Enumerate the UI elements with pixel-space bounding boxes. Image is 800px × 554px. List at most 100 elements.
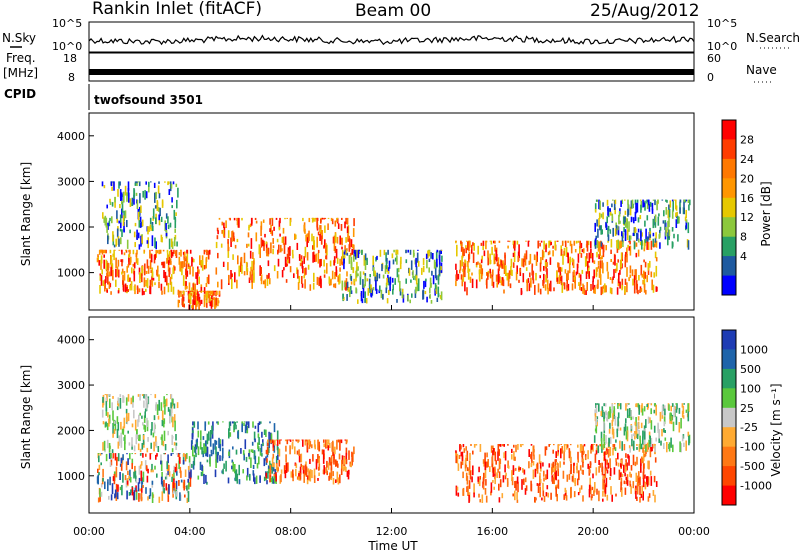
range-cell — [462, 444, 465, 448]
range-cell — [479, 271, 481, 282]
range-cell — [574, 249, 577, 253]
range-cell — [666, 442, 668, 453]
range-cell — [337, 223, 340, 229]
range-cell — [186, 270, 189, 277]
freq-left-label-bottom: [MHz] — [3, 66, 38, 80]
range-cell — [610, 249, 612, 254]
xtick-label: 04:00 — [174, 525, 206, 538]
range-cell — [106, 225, 108, 233]
range-cell — [504, 451, 507, 461]
range-cell — [122, 284, 125, 292]
range-cell — [465, 454, 468, 458]
range-cell — [564, 487, 567, 493]
range-cell — [352, 452, 354, 463]
range-cell — [119, 463, 122, 467]
range-cell — [589, 461, 592, 469]
range-cell — [98, 472, 100, 476]
range-cell — [556, 277, 559, 282]
range-cell — [178, 290, 180, 296]
range-cell — [594, 238, 597, 246]
range-cell — [341, 280, 344, 291]
range-cell — [225, 460, 227, 472]
colorbar-segment — [722, 178, 736, 199]
velocity-heatmap — [96, 394, 691, 503]
range-cell — [284, 236, 287, 245]
colorbar-segment — [722, 217, 736, 238]
range-cell — [127, 412, 130, 422]
range-cell — [434, 288, 436, 296]
range-cell — [251, 441, 254, 446]
range-cell — [643, 202, 645, 207]
range-cell — [640, 463, 642, 473]
range-cell — [490, 445, 493, 453]
range-cell — [100, 259, 102, 270]
range-cell — [108, 495, 110, 500]
range-cell — [227, 477, 230, 484]
range-cell — [131, 444, 133, 450]
range-cell — [160, 283, 163, 291]
range-cell — [162, 249, 165, 252]
range-cell — [141, 394, 144, 396]
range-cell — [112, 231, 114, 242]
range-cell — [344, 221, 346, 229]
range-cell — [126, 239, 129, 249]
range-cell — [596, 251, 598, 258]
range-cell — [329, 458, 331, 466]
range-cell — [312, 245, 314, 250]
range-cell — [199, 290, 201, 292]
range-cell — [221, 455, 224, 461]
range-cell — [678, 407, 681, 414]
range-cell — [640, 264, 643, 276]
range-cell — [289, 219, 292, 226]
range-cell — [131, 487, 134, 496]
range-cell — [555, 470, 557, 481]
range-cell — [198, 299, 200, 304]
range-cell — [106, 439, 109, 449]
range-cell — [303, 275, 305, 279]
range-cell — [646, 442, 649, 453]
range-cell — [456, 246, 458, 257]
range-cell — [326, 263, 328, 274]
range-cell — [155, 441, 158, 448]
range-cell — [548, 250, 551, 255]
range-cell — [677, 234, 679, 242]
range-cell — [386, 257, 388, 264]
freq-strip — [88, 52, 695, 82]
range-cell — [327, 462, 330, 470]
range-cell — [153, 415, 156, 421]
range-cell — [252, 464, 255, 469]
range-cell — [338, 453, 341, 460]
range-cell — [190, 469, 192, 478]
range-cell — [156, 270, 159, 277]
range-cell — [606, 412, 609, 422]
range-cell — [186, 285, 188, 289]
range-cell — [599, 256, 602, 260]
range-cell — [649, 234, 651, 238]
range-cell — [124, 434, 126, 445]
range-cell — [620, 252, 623, 260]
range-cell — [659, 229, 661, 236]
range-cell — [545, 492, 548, 497]
range-cell — [652, 232, 655, 237]
range-cell — [349, 238, 351, 249]
range-cell — [112, 269, 114, 281]
range-cell — [222, 421, 224, 423]
range-cell — [620, 200, 622, 207]
range-cell — [270, 224, 272, 234]
range-cell — [682, 405, 685, 415]
range-cell — [148, 183, 150, 193]
range-cell — [653, 425, 656, 433]
range-cell — [459, 444, 461, 452]
range-cell — [112, 453, 115, 459]
range-cell — [618, 272, 620, 284]
range-cell — [128, 257, 130, 266]
range-cell — [108, 281, 111, 289]
range-cell — [480, 258, 483, 264]
range-cell — [611, 278, 614, 284]
range-cell — [179, 492, 181, 501]
range-cell — [356, 261, 358, 270]
range-cell — [496, 262, 499, 267]
range-cell — [273, 444, 276, 453]
range-cell — [176, 471, 178, 476]
range-cell — [490, 240, 493, 245]
